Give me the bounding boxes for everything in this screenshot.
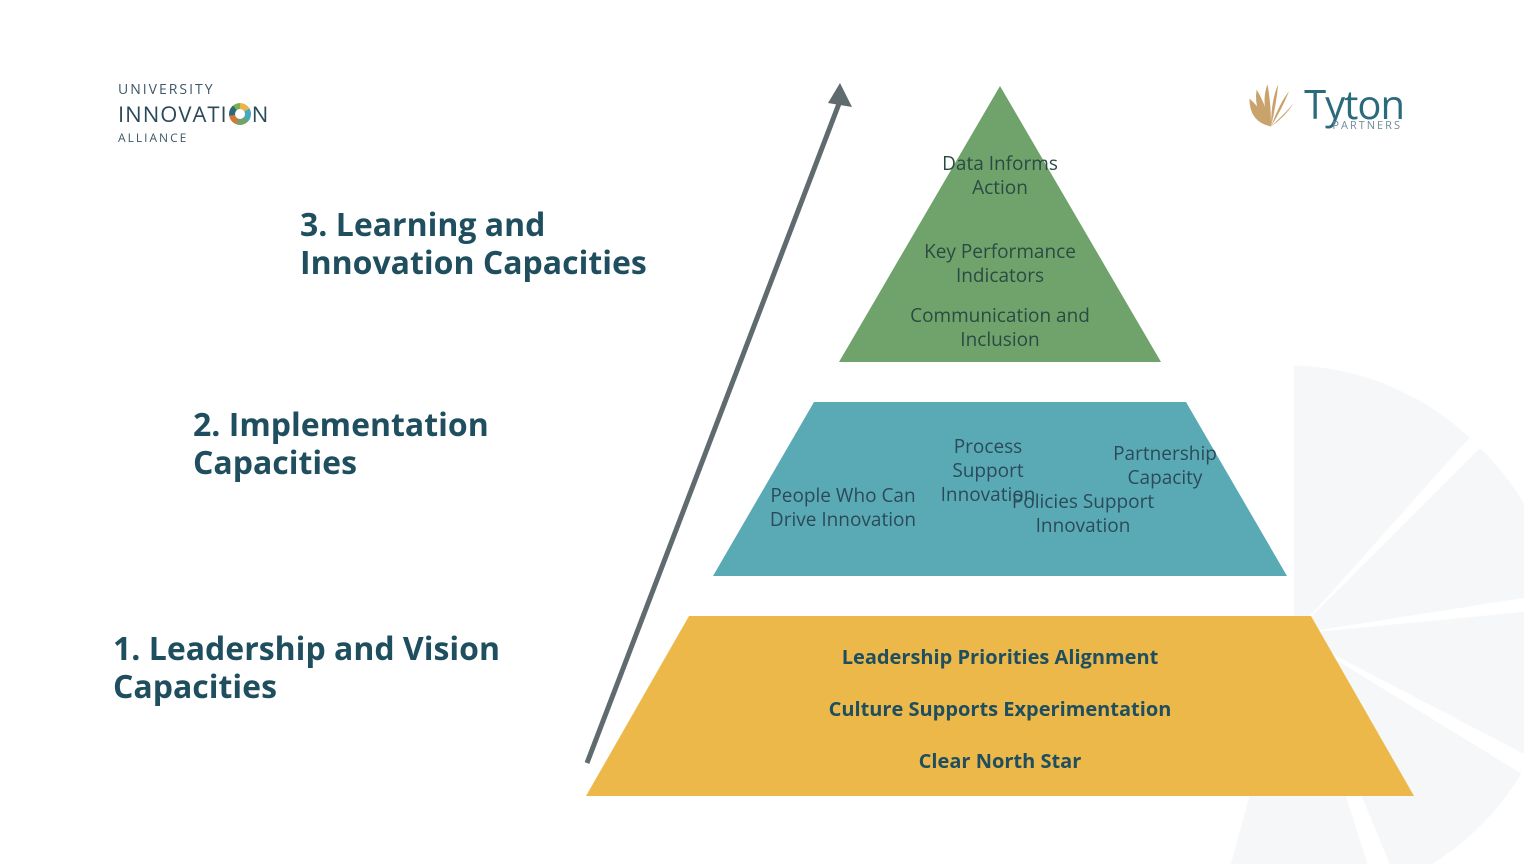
heading-tier2: 2. Implementation Capacities (193, 406, 513, 482)
tier1-item-1: Culture Supports Experimentation (750, 696, 1250, 721)
tier3-item-1: Key Performance Indicators (900, 240, 1100, 288)
tier2-item-partnership: Partnership Capacity (1090, 442, 1240, 490)
tier3-item-2: Communication and Inclusion (870, 304, 1130, 352)
tier1-item-0: Leadership Priorities Alignment (750, 644, 1250, 669)
donut-icon (229, 103, 251, 125)
uia-logo-line2-after: N (252, 99, 270, 129)
uia-logo-line1: UNIVERSITY (118, 80, 269, 99)
uia-logo-line2: INNOVATI N (118, 99, 269, 129)
tier2-item-policies: Policies Support Innovation (1008, 490, 1158, 538)
slide-stage: UNIVERSITY INNOVATI N ALLIANCE Tyton PAR… (0, 0, 1524, 864)
uia-logo: UNIVERSITY INNOVATI N ALLIANCE (118, 80, 269, 146)
tier3-item-0: Data Informs Action (940, 152, 1060, 200)
capacity-pyramid: Data Informs Action Key Performance Indi… (560, 86, 1440, 806)
heading-tier1: 1. Leadership and Vision Capacities (113, 630, 523, 706)
uia-logo-line3: ALLIANCE (118, 129, 269, 146)
uia-logo-line2-before: INNOVATI (118, 99, 228, 129)
tier1-item-2: Clear North Star (750, 748, 1250, 773)
tier2-item-people: People Who Can Drive Innovation (768, 484, 918, 532)
